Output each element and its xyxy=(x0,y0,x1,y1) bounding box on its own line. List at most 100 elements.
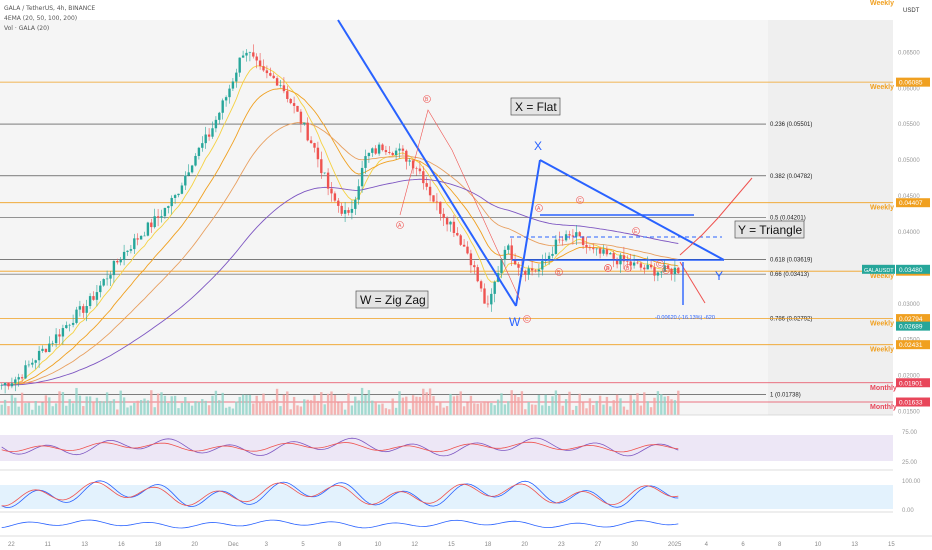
volume-bar xyxy=(126,407,129,415)
volume-bar xyxy=(354,396,357,415)
volume-bar xyxy=(187,402,190,415)
volume-bar xyxy=(435,405,439,415)
volume-bar xyxy=(133,402,136,415)
volume-bar xyxy=(547,405,551,415)
wave-sub-circle xyxy=(576,196,584,204)
volume-bar xyxy=(507,401,510,415)
time-tick-21: 8 xyxy=(778,542,782,548)
wave-sub-label-11: E xyxy=(664,268,668,274)
candle-body xyxy=(265,70,269,74)
candle-body xyxy=(643,267,646,270)
stoch-d-line xyxy=(1,481,679,507)
volume-bar xyxy=(575,405,578,415)
candle-body xyxy=(95,292,99,300)
flat-label-box[interactable] xyxy=(510,97,561,116)
candle-body xyxy=(136,238,139,240)
volume-bar xyxy=(252,403,255,415)
volume-bar xyxy=(129,405,133,415)
candle-body xyxy=(303,122,306,124)
volume-bar xyxy=(241,394,245,415)
candle-body xyxy=(306,122,309,141)
volume-bar xyxy=(626,409,629,415)
currency-label: USDT xyxy=(903,8,920,14)
sr-badge-5 xyxy=(896,378,930,388)
time-tick-23: 13 xyxy=(851,542,858,548)
sr-badge-text-6: 0.01633 xyxy=(899,400,923,407)
candle-body xyxy=(636,262,639,264)
volume-bar xyxy=(68,399,71,415)
candle-body xyxy=(602,249,605,254)
candle-body xyxy=(14,379,17,384)
volume-bar xyxy=(163,395,167,415)
volume-bar xyxy=(41,402,44,415)
volume-bar xyxy=(605,396,609,415)
volume-bar xyxy=(228,406,231,415)
price-tick-0: 0.06500 xyxy=(898,50,920,56)
volume-bar xyxy=(405,396,408,415)
volume-bar xyxy=(517,397,520,415)
volume-bar xyxy=(439,401,442,415)
candle-body xyxy=(646,264,649,270)
volume-bar xyxy=(660,394,663,415)
candle-body xyxy=(585,244,588,248)
volume-bar xyxy=(398,391,401,415)
candle-body xyxy=(571,235,575,237)
bull-scenario-arrow xyxy=(679,177,753,256)
candle-body xyxy=(639,263,643,268)
wave-sub-circle xyxy=(656,260,664,268)
candle-body xyxy=(401,148,405,151)
volume-bar xyxy=(0,404,3,415)
sr-badge-3 xyxy=(896,314,930,324)
volume-bar xyxy=(78,395,82,415)
triangle-label-box[interactable] xyxy=(734,220,805,239)
volume-bar xyxy=(636,393,639,415)
sr-label-5: Monthly xyxy=(870,385,897,392)
candle-body xyxy=(248,52,252,53)
wave-sub-circle xyxy=(523,315,531,323)
candle-body xyxy=(333,193,337,201)
candle-body xyxy=(326,172,330,189)
volume-bar xyxy=(510,390,513,415)
wave-sub-label-8: A xyxy=(606,266,610,272)
candle-body xyxy=(343,210,347,214)
candle-body xyxy=(224,97,228,101)
candle-body xyxy=(143,235,146,237)
candle-body xyxy=(541,260,544,270)
candle-body xyxy=(357,186,360,200)
candle-body xyxy=(663,265,666,272)
volume-bar xyxy=(116,409,119,415)
rsi-ma-line xyxy=(1,441,679,453)
volume-bar xyxy=(3,399,7,415)
volume-bar xyxy=(469,395,473,415)
candle-body xyxy=(442,213,445,219)
volume-bar xyxy=(411,395,415,415)
candle-body xyxy=(316,147,320,160)
volume-bar xyxy=(190,405,194,415)
candle-body xyxy=(68,324,71,326)
candle-body xyxy=(466,246,469,254)
wave-sub-label-9: B xyxy=(626,266,630,272)
candle-body xyxy=(530,268,534,271)
candle-body xyxy=(252,52,255,57)
volume-bar xyxy=(34,401,37,415)
candle-body xyxy=(384,150,388,153)
volume-bar xyxy=(612,400,615,415)
sr-badge-text-5: 0.01901 xyxy=(899,380,923,387)
candle-body xyxy=(377,144,381,154)
candle-body xyxy=(622,255,626,262)
volume-bar xyxy=(609,406,612,415)
candle-body xyxy=(391,152,394,156)
volume-bar xyxy=(320,392,323,415)
zigzag-label-box[interactable] xyxy=(355,290,429,309)
candle-body xyxy=(432,195,435,202)
candle-body xyxy=(41,348,44,351)
candles xyxy=(0,44,680,394)
time-axis[interactable]: 22 11 13 16 18 20 Dec 3 5 8 10 12 15 18 20 23 27 30 2025 4 6… xyxy=(8,542,895,548)
volume-bar xyxy=(224,407,228,415)
volume-bar xyxy=(466,402,469,415)
candle-body xyxy=(558,239,561,241)
volume-bar xyxy=(394,407,398,415)
volume-bar xyxy=(534,404,537,415)
volume-bar xyxy=(51,406,54,415)
